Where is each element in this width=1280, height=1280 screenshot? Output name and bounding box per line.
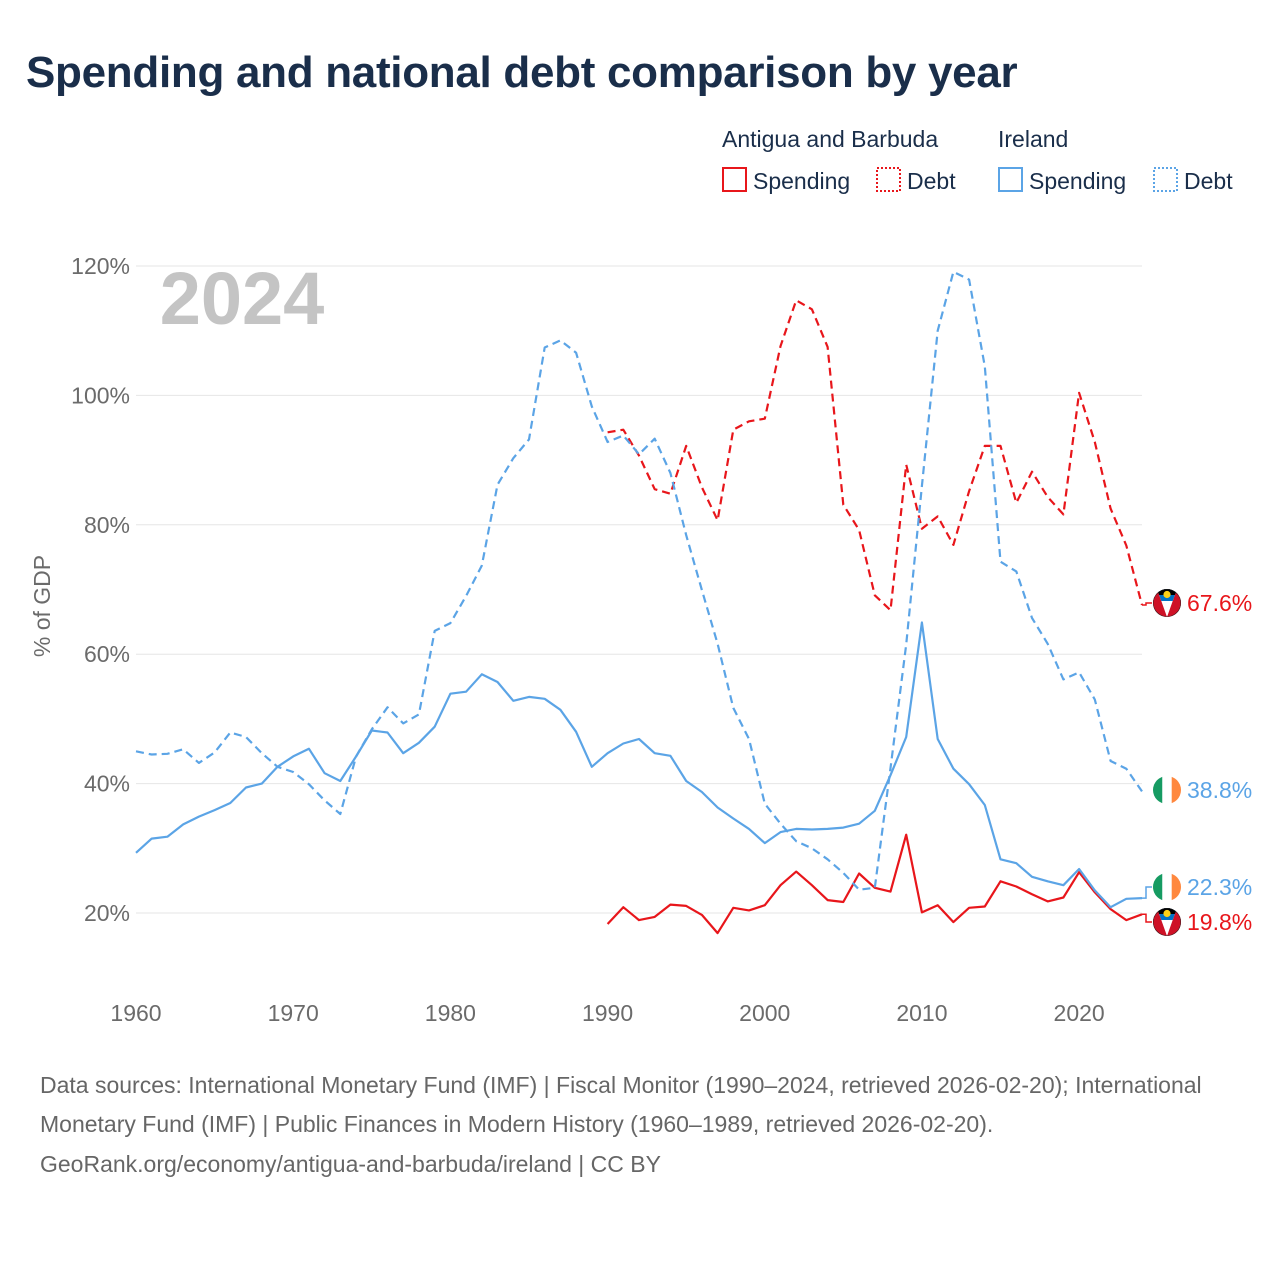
legend-country-antigua: Antigua and Barbuda [722,126,938,152]
x-axis-ticks: 1960 1970 1980 1990 2000 2010 2020 [110,1000,1104,1026]
y-tick-label: 100% [71,382,130,408]
x-tick-label: 2000 [739,1000,790,1026]
legend-label-antigua-debt: Debt [907,168,956,194]
legend-swatch-ireland-spending [998,167,1023,192]
ireland-flag-icon [1153,776,1181,804]
y-tick-label: 20% [84,900,130,926]
end-value-label: 19.8% [1187,909,1252,935]
x-tick-label: 2020 [1054,1000,1105,1026]
source-notes: Data sources: International Monetary Fun… [40,1066,1240,1184]
year-watermark: 2024 [160,257,325,340]
legend-swatch-ireland-debt [1153,167,1178,192]
legend-label-ireland-spending: Spending [1029,168,1126,194]
y-tick-label: 40% [84,771,130,797]
series-lines [135,270,1144,935]
grid-lines [136,265,1142,914]
end-markers: 67.6% 19.8% 38.8% 22.3% [1142,589,1252,936]
x-tick-label: 1970 [268,1000,319,1026]
y-axis-label: % of GDP [29,555,55,657]
y-tick-label: 60% [84,641,130,667]
x-tick-label: 1990 [582,1000,633,1026]
legend-label-ireland-debt: Debt [1184,168,1233,194]
chart-title: Spending and national debt comparison by… [26,48,1018,97]
series-line-ireland-debt [135,270,1143,891]
end-connector [1142,602,1152,606]
x-tick-label: 1960 [110,1000,161,1026]
end-connector [1142,886,1152,899]
series-line-ireland-spending [135,621,1143,909]
legend-swatch-antigua-spending [722,167,747,192]
legend-country-ireland: Ireland [998,126,1068,152]
data-sources-text: Data sources: International Monetary Fun… [40,1072,1202,1137]
x-tick-label: 2010 [896,1000,947,1026]
end-value-label: 67.6% [1187,590,1252,616]
series-line-antigua-and-barbuda-debt [607,299,1144,612]
end-connector [1142,913,1152,923]
series-line-antigua-and-barbuda-spending [606,833,1143,935]
y-axis-ticks: 20% 40% 60% 80% 100% 120% [71,253,130,926]
line-chart: 2024 20%40%60%80%100%120% 1960 1970 1980 19… [29,126,1252,1026]
end-value-label: 22.3% [1187,874,1252,900]
end-value-label: 38.8% [1187,777,1252,803]
antigua-flag-icon [1153,589,1181,617]
antigua-flag-icon [1153,908,1181,936]
legend-label-antigua-spending: Spending [753,168,850,194]
y-tick-label: 120% [71,253,130,279]
y-tick-label: 80% [84,512,130,538]
x-tick-label: 1980 [425,1000,476,1026]
legend: Antigua and Barbuda Ireland Spending Deb… [722,126,1233,194]
legend-swatch-antigua-debt [876,167,901,192]
ireland-flag-icon [1153,873,1181,901]
credit-link-text: GeoRank.org/economy/antigua-and-barbuda/… [40,1151,661,1177]
